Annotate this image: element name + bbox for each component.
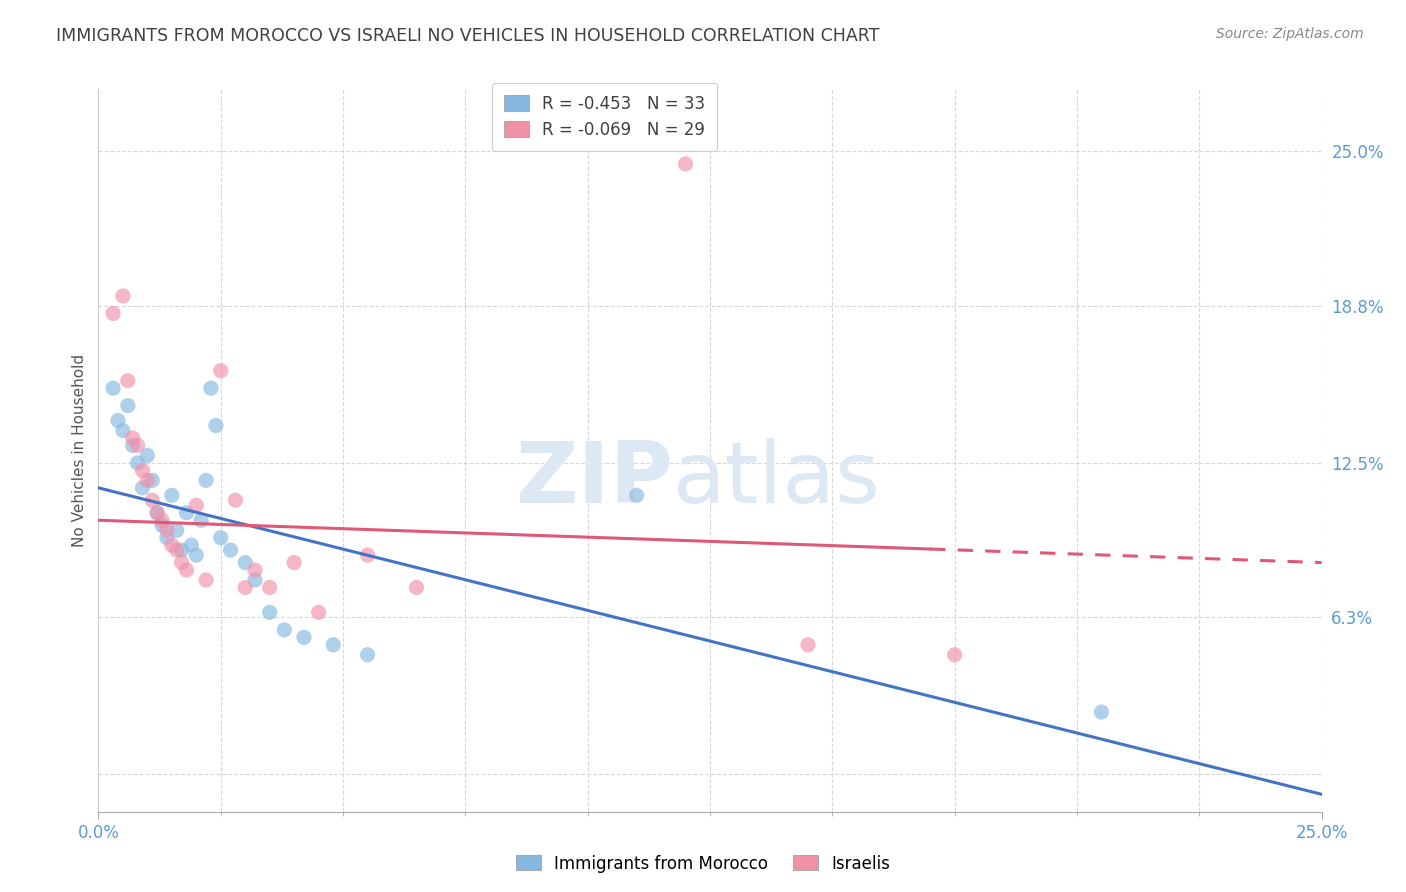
Point bbox=[797, 638, 820, 652]
Point bbox=[190, 513, 212, 527]
Point bbox=[146, 506, 169, 520]
Point bbox=[243, 573, 266, 587]
Point bbox=[626, 488, 648, 502]
Point bbox=[322, 638, 344, 652]
Point bbox=[186, 498, 208, 512]
Point bbox=[160, 538, 183, 552]
Point bbox=[107, 413, 129, 427]
Point bbox=[356, 648, 378, 662]
Point bbox=[111, 424, 134, 438]
Point bbox=[176, 506, 198, 520]
Legend: R = -0.453   N = 33, R = -0.069   N = 29: R = -0.453 N = 33, R = -0.069 N = 29 bbox=[492, 83, 717, 151]
Point bbox=[121, 431, 143, 445]
Point bbox=[131, 463, 153, 477]
Y-axis label: No Vehicles in Household: No Vehicles in Household bbox=[72, 354, 87, 547]
Point bbox=[292, 630, 315, 644]
Point bbox=[233, 556, 256, 570]
Point bbox=[308, 606, 330, 620]
Point bbox=[224, 493, 246, 508]
Point bbox=[1090, 705, 1112, 719]
Point bbox=[166, 523, 188, 537]
Point bbox=[101, 381, 124, 395]
Point bbox=[136, 474, 159, 488]
Text: atlas: atlas bbox=[673, 438, 882, 521]
Point bbox=[195, 474, 218, 488]
Point bbox=[243, 563, 266, 577]
Text: Source: ZipAtlas.com: Source: ZipAtlas.com bbox=[1216, 27, 1364, 41]
Point bbox=[156, 531, 179, 545]
Point bbox=[111, 289, 134, 303]
Point bbox=[356, 548, 378, 562]
Point bbox=[219, 543, 242, 558]
Text: IMMIGRANTS FROM MOROCCO VS ISRAELI NO VEHICLES IN HOUSEHOLD CORRELATION CHART: IMMIGRANTS FROM MOROCCO VS ISRAELI NO VE… bbox=[56, 27, 880, 45]
Point bbox=[101, 306, 124, 320]
Point bbox=[117, 374, 139, 388]
Point bbox=[259, 606, 281, 620]
Point bbox=[195, 573, 218, 587]
Legend: Immigrants from Morocco, Israelis: Immigrants from Morocco, Israelis bbox=[509, 848, 897, 880]
Point bbox=[136, 449, 159, 463]
Point bbox=[141, 493, 163, 508]
Point bbox=[150, 518, 173, 533]
Point bbox=[127, 456, 149, 470]
Point bbox=[150, 513, 173, 527]
Point bbox=[943, 648, 966, 662]
Point bbox=[405, 581, 427, 595]
Point bbox=[127, 438, 149, 452]
Point bbox=[141, 474, 163, 488]
Point bbox=[209, 531, 232, 545]
Point bbox=[131, 481, 153, 495]
Point bbox=[283, 556, 305, 570]
Point bbox=[180, 538, 202, 552]
Point bbox=[166, 543, 188, 558]
Point bbox=[170, 543, 193, 558]
Point bbox=[273, 623, 295, 637]
Point bbox=[156, 523, 179, 537]
Point bbox=[675, 157, 697, 171]
Point bbox=[205, 418, 228, 433]
Point bbox=[160, 488, 183, 502]
Point bbox=[259, 581, 281, 595]
Point bbox=[209, 364, 232, 378]
Point bbox=[117, 399, 139, 413]
Point bbox=[200, 381, 222, 395]
Point bbox=[176, 563, 198, 577]
Point bbox=[121, 438, 143, 452]
Point bbox=[186, 548, 208, 562]
Point bbox=[233, 581, 256, 595]
Text: ZIP: ZIP bbox=[516, 438, 673, 521]
Point bbox=[146, 506, 169, 520]
Point bbox=[170, 556, 193, 570]
